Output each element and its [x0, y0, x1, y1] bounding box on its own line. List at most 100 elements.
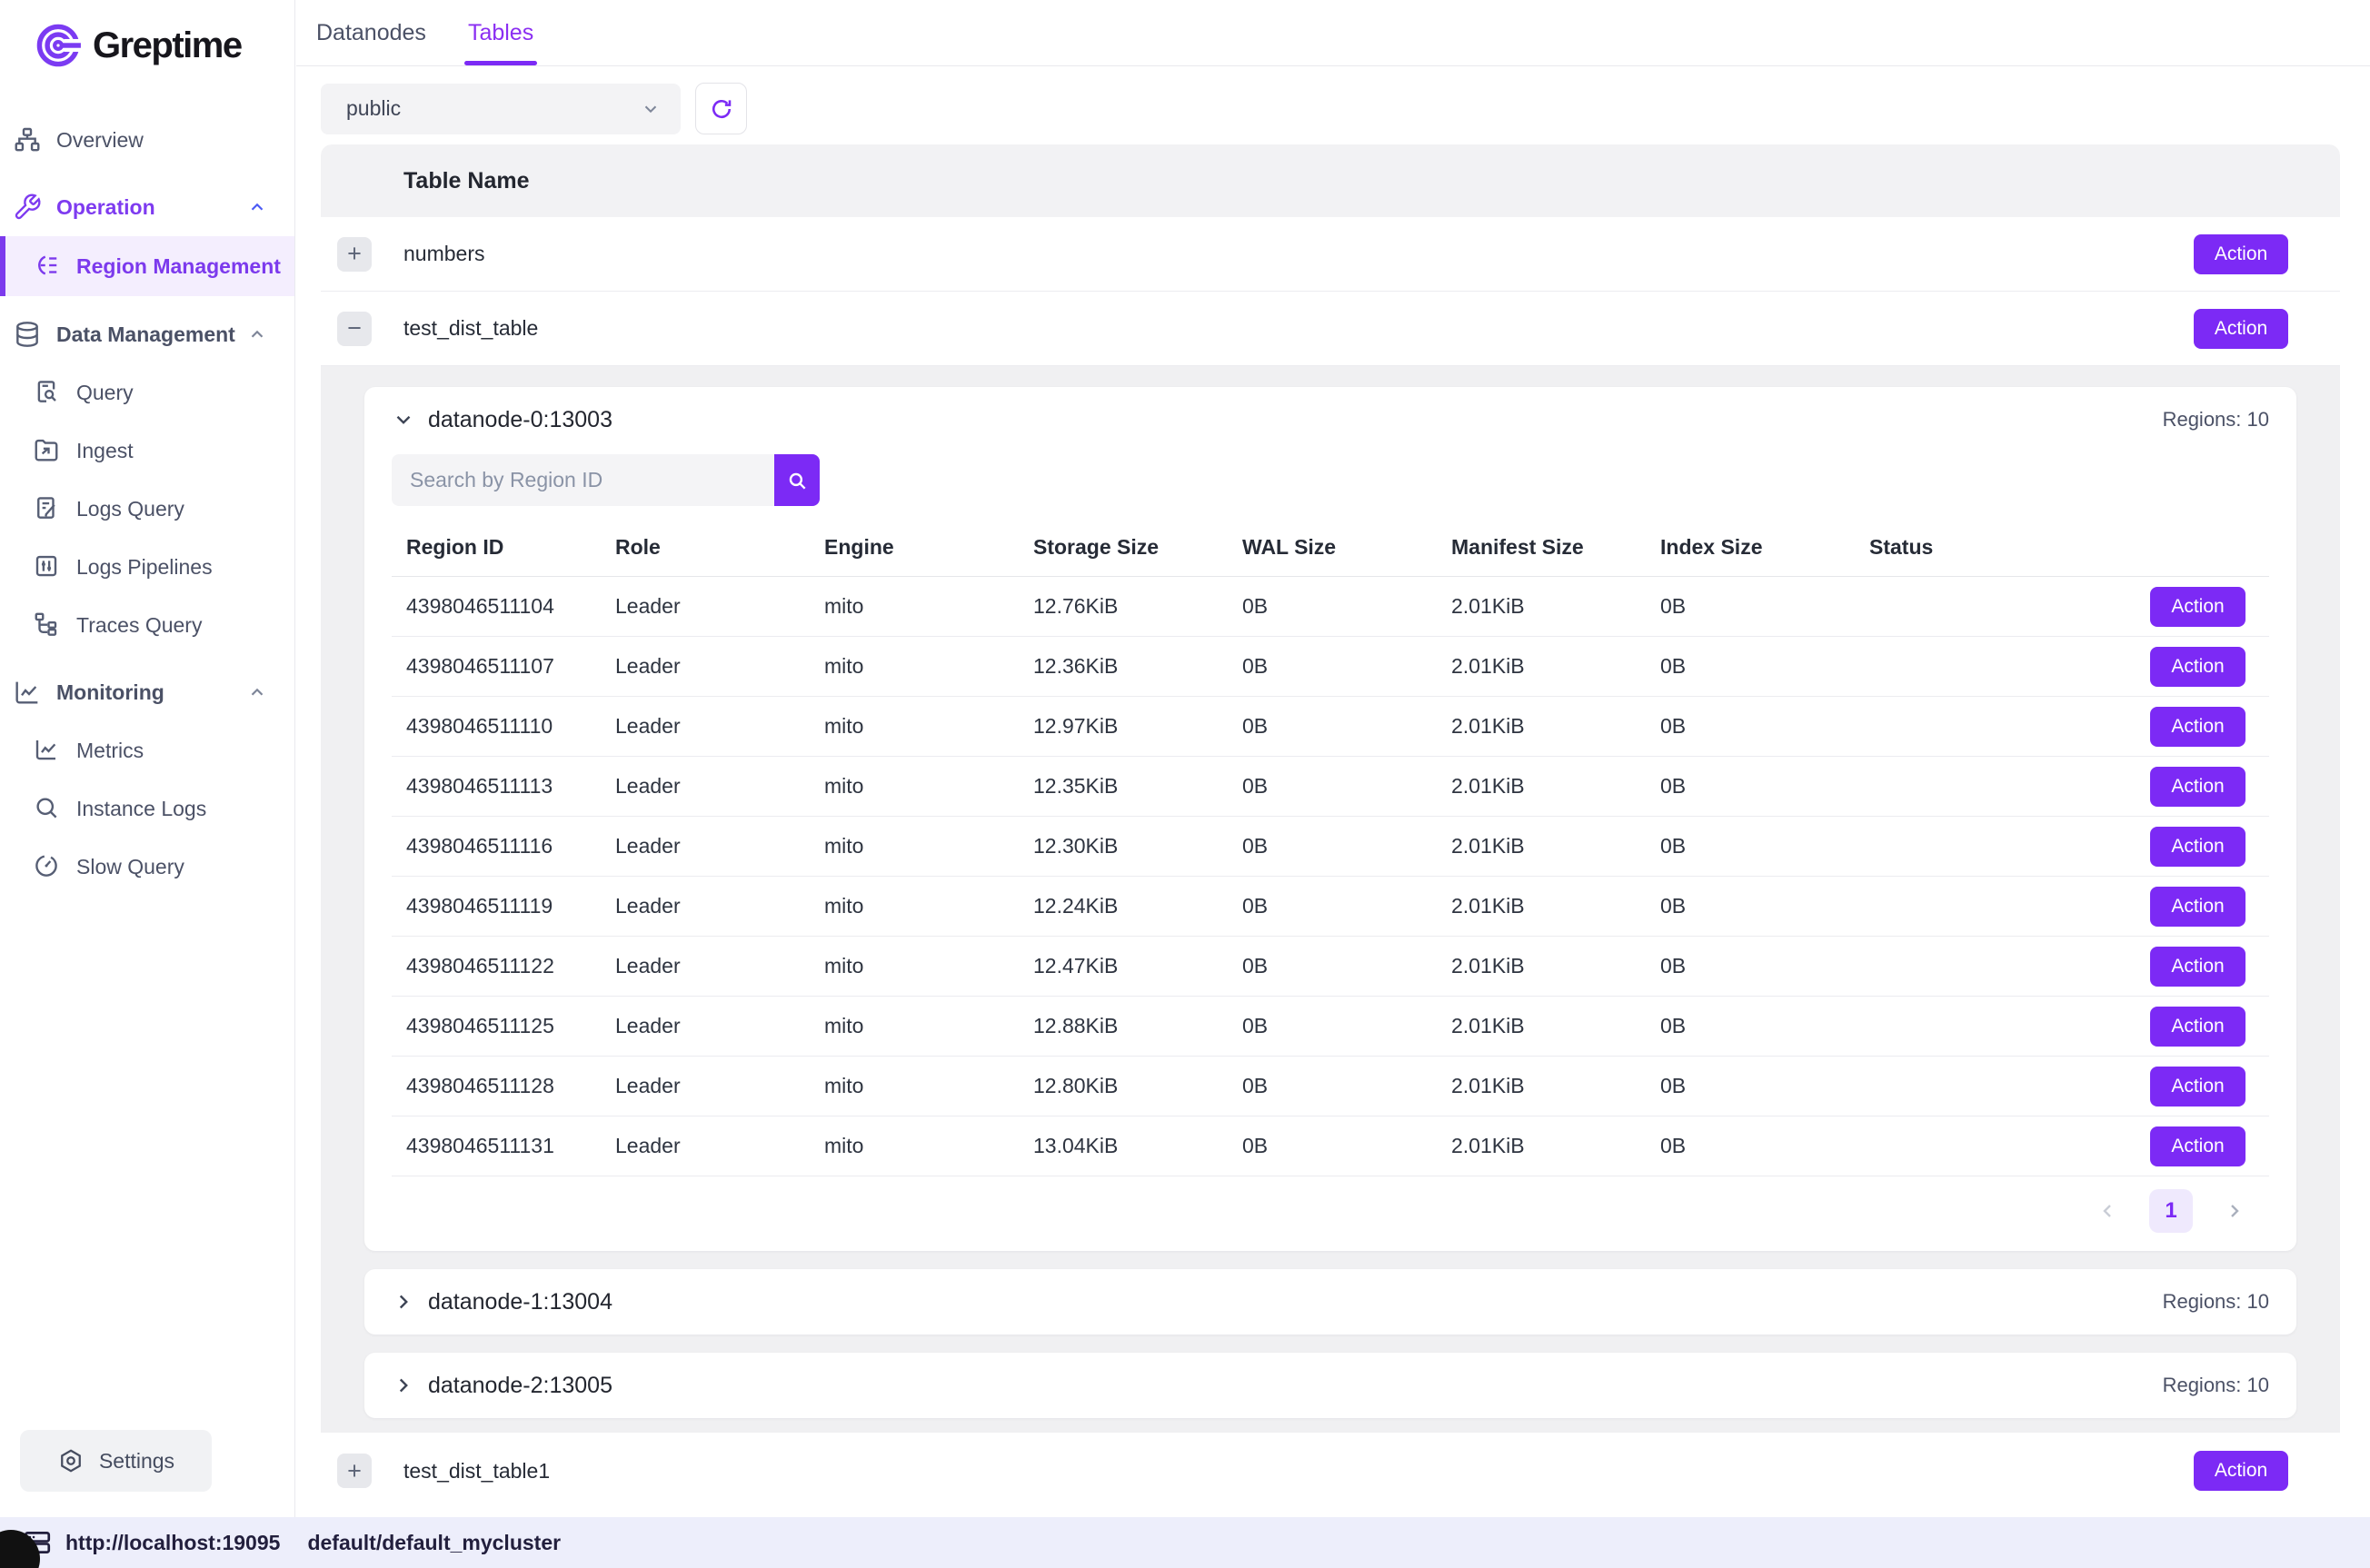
- chevron-right-icon[interactable]: [392, 1290, 415, 1314]
- region-id: 4398046511107: [406, 654, 554, 678]
- chevron-left-icon[interactable]: [2096, 1200, 2118, 1222]
- sidebar-item-logs-pipelines[interactable]: Logs Pipelines: [0, 538, 294, 596]
- chevron-up-icon[interactable]: [247, 682, 267, 702]
- region-engine: mito: [824, 834, 864, 858]
- sidebar-item-label: Overview: [56, 127, 144, 152]
- action-button[interactable]: Action: [2194, 1451, 2288, 1491]
- region-row: 4398046511107 Leader mito 12.36KiB 0B 2.…: [392, 637, 2269, 697]
- region-row: 4398046511116 Leader mito 12.30KiB 0B 2.…: [392, 817, 2269, 877]
- tables-list-header: Table Name: [321, 144, 2340, 217]
- region-storage-size: 12.24KiB: [1033, 894, 1119, 918]
- region-manifest-size: 2.01KiB: [1451, 654, 1525, 678]
- chart-line-icon: [13, 678, 42, 707]
- region-manifest-size: 2.01KiB: [1451, 774, 1525, 798]
- region-manifest-size: 2.01KiB: [1451, 1134, 1525, 1157]
- column-header: Manifest Size: [1451, 535, 1584, 559]
- region-manifest-size: 2.01KiB: [1451, 834, 1525, 858]
- region-manifest-size: 2.01KiB: [1451, 954, 1525, 978]
- datanode-1-card[interactable]: datanode-1:13004 Regions: 10: [364, 1269, 2296, 1335]
- region-id: 4398046511122: [406, 954, 554, 978]
- tab-tables[interactable]: Tables: [463, 0, 538, 65]
- region-manifest-size: 2.01KiB: [1451, 1074, 1525, 1097]
- pagination: 1: [392, 1176, 2269, 1238]
- collapse-minus-icon[interactable]: −: [337, 311, 372, 346]
- action-button[interactable]: Action: [2150, 886, 2246, 927]
- region-index-size: 0B: [1660, 774, 1687, 798]
- region-role: Leader: [615, 954, 681, 978]
- chevron-up-icon[interactable]: [247, 324, 267, 344]
- region-index-size: 0B: [1660, 594, 1687, 618]
- region-index-size: 0B: [1660, 894, 1687, 918]
- region-row: 4398046511128 Leader mito 12.80KiB 0B 2.…: [392, 1057, 2269, 1116]
- sidebar-item-metrics[interactable]: Metrics: [0, 721, 294, 779]
- sidebar-item-label: Monitoring: [56, 680, 164, 704]
- action-button[interactable]: Action: [2194, 308, 2288, 349]
- expand-plus-icon[interactable]: +: [337, 236, 372, 272]
- sidebar-item-label: Region Management: [76, 253, 281, 278]
- region-row: 4398046511104 Leader mito 12.76KiB 0B 2.…: [392, 577, 2269, 637]
- region-id: 4398046511119: [406, 894, 553, 918]
- sidebar-item-query[interactable]: Query: [0, 363, 294, 422]
- region-engine: mito: [824, 954, 864, 978]
- greptime-logo-icon: [35, 22, 82, 69]
- action-button[interactable]: Action: [2150, 766, 2246, 807]
- sidebar-item-overview[interactable]: Overview: [0, 111, 294, 169]
- sidebar-item-label: Instance Logs: [76, 796, 207, 820]
- column-header: Index Size: [1660, 535, 1763, 559]
- action-button[interactable]: Action: [2150, 586, 2246, 627]
- sidebar-item-region-management[interactable]: Region Management: [0, 236, 294, 296]
- action-button[interactable]: Action: [2150, 1126, 2246, 1166]
- region-id: 4398046511104: [406, 594, 554, 618]
- gear-icon: [57, 1447, 85, 1474]
- column-header: Status: [1869, 535, 1934, 559]
- chevron-down-icon[interactable]: [392, 408, 415, 432]
- action-button[interactable]: Action: [2150, 646, 2246, 687]
- sidebar-item-slow-query[interactable]: Slow Query: [0, 838, 294, 896]
- sidebar-item-instance-logs[interactable]: Instance Logs: [0, 779, 294, 838]
- datanode-panel: datanode-0:13003 Regions: 10 Region: [321, 366, 2340, 1433]
- action-button[interactable]: Action: [2194, 233, 2288, 274]
- action-button[interactable]: Action: [2150, 1006, 2246, 1047]
- settings-button[interactable]: Settings: [20, 1430, 212, 1492]
- chevron-right-icon[interactable]: [392, 1374, 415, 1397]
- region-engine: mito: [824, 1074, 864, 1097]
- table-row-test-dist-table: − test_dist_table Action: [321, 292, 2340, 366]
- wrench-icon: [13, 193, 42, 222]
- region-search-button[interactable]: [774, 454, 820, 506]
- expand-plus-icon[interactable]: +: [337, 1454, 372, 1488]
- chevron-right-icon[interactable]: [2224, 1200, 2246, 1222]
- region-manifest-size: 2.01KiB: [1451, 1014, 1525, 1037]
- refresh-button[interactable]: [695, 83, 747, 134]
- region-index-size: 0B: [1660, 654, 1687, 678]
- sidebar-item-ingest[interactable]: Ingest: [0, 422, 294, 480]
- sidebar-group-data-management[interactable]: Data Management: [0, 305, 294, 363]
- regions-count: Regions: 10: [2162, 1374, 2269, 1396]
- region-wal-size: 0B: [1242, 594, 1269, 618]
- sidebar-item-logs-query[interactable]: Logs Query: [0, 480, 294, 538]
- region-search-input[interactable]: [392, 454, 774, 506]
- action-button[interactable]: Action: [2150, 946, 2246, 987]
- sidebar-group-operation[interactable]: Operation: [0, 178, 294, 236]
- schema-select[interactable]: public: [321, 83, 681, 134]
- region-index-size: 0B: [1660, 1014, 1687, 1037]
- chevron-up-icon[interactable]: [247, 197, 267, 217]
- sidebar-group-monitoring[interactable]: Monitoring: [0, 663, 294, 721]
- tab-datanodes[interactable]: Datanodes: [316, 19, 426, 45]
- datanode-2-card[interactable]: datanode-2:13005 Regions: 10: [364, 1353, 2296, 1418]
- action-button[interactable]: Action: [2150, 1066, 2246, 1107]
- action-button[interactable]: Action: [2150, 706, 2246, 747]
- action-button[interactable]: Action: [2150, 826, 2246, 867]
- server-url[interactable]: http://localhost:19095: [65, 1530, 281, 1554]
- region-role: Leader: [615, 1134, 681, 1157]
- status-bar: http://localhost:19095 default/default_m…: [0, 1517, 2370, 1568]
- tables-list: Table Name + numbers Action − test_dist_…: [321, 144, 2340, 1509]
- cluster-name[interactable]: default/default_mycluster: [307, 1530, 562, 1554]
- region-manifest-size: 2.01KiB: [1451, 594, 1525, 618]
- datanode-0-header[interactable]: datanode-0:13003 Regions: 10: [392, 387, 2269, 452]
- region-wal-size: 0B: [1242, 894, 1269, 918]
- page-number-current[interactable]: 1: [2149, 1189, 2193, 1233]
- sidebar-item-traces-query[interactable]: Traces Query: [0, 596, 294, 654]
- region-id: 4398046511128: [406, 1074, 554, 1097]
- sidebar-item-label: Logs Pipelines: [76, 554, 213, 579]
- region-row: 4398046511119 Leader mito 12.24KiB 0B 2.…: [392, 877, 2269, 937]
